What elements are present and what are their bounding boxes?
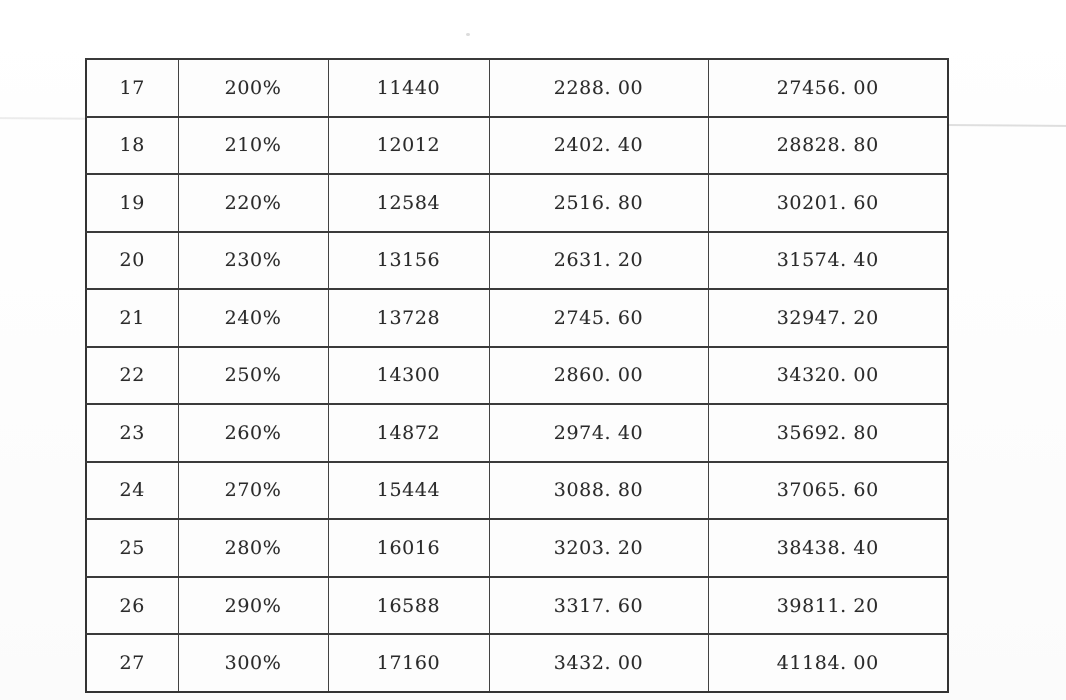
table-cell: 20 xyxy=(85,230,179,290)
table-cell: 41184. 00 xyxy=(707,633,949,693)
table-cell: 23 xyxy=(85,403,179,463)
table-cell: 27456. 00 xyxy=(707,58,949,118)
table-row: 23 260% 14872 2974. 40 35692. 80 xyxy=(85,403,949,463)
table-cell: 2402. 40 xyxy=(488,115,709,175)
table-cell: 28828. 80 xyxy=(707,115,949,175)
table-cell: 14300 xyxy=(327,345,490,405)
table-cell: 210% xyxy=(177,115,329,175)
table-cell: 32947. 20 xyxy=(707,288,949,348)
table-row: 27 300% 17160 3432. 00 41184. 00 xyxy=(85,633,949,693)
table-cell: 11440 xyxy=(327,58,490,118)
table-cell: 26 xyxy=(85,575,179,635)
table-cell: 300% xyxy=(177,633,329,693)
table-cell: 220% xyxy=(177,173,329,233)
table-cell: 3317. 60 xyxy=(488,575,709,635)
table-row: 20 230% 13156 2631. 20 31574. 40 xyxy=(85,230,949,290)
table-cell: 240% xyxy=(177,288,329,348)
table-cell: 230% xyxy=(177,230,329,290)
table-cell: 250% xyxy=(177,345,329,405)
table-cell: 2516. 80 xyxy=(488,173,709,233)
table-cell: 22 xyxy=(85,345,179,405)
table-cell: 2860. 00 xyxy=(488,345,709,405)
table-cell: 15444 xyxy=(327,460,490,520)
table-cell: 37065. 60 xyxy=(707,460,949,520)
table-cell: 13156 xyxy=(327,230,490,290)
table-cell: 16016 xyxy=(327,518,490,578)
table-cell: 19 xyxy=(85,173,179,233)
table-cell: 2974. 40 xyxy=(488,403,709,463)
table-row: 19 220% 12584 2516. 80 30201. 60 xyxy=(85,173,949,233)
table-row: 25 280% 16016 3203. 20 38438. 40 xyxy=(85,518,949,578)
table-cell: 3088. 80 xyxy=(488,460,709,520)
table-row: 17 200% 11440 2288. 00 27456. 00 xyxy=(85,58,949,118)
table-row: 22 250% 14300 2860. 00 34320. 00 xyxy=(85,345,949,405)
table-cell: 260% xyxy=(177,403,329,463)
table-cell: 3203. 20 xyxy=(488,518,709,578)
table-cell: 2745. 60 xyxy=(488,288,709,348)
table-cell: 38438. 40 xyxy=(707,518,949,578)
table-cell: 18 xyxy=(85,115,179,175)
table-cell: 12584 xyxy=(327,173,490,233)
table-cell: 16588 xyxy=(327,575,490,635)
table-cell: 290% xyxy=(177,575,329,635)
table-cell: 14872 xyxy=(327,403,490,463)
table-cell: 27 xyxy=(85,633,179,693)
table-cell: 2288. 00 xyxy=(488,58,709,118)
table-cell: 24 xyxy=(85,460,179,520)
table-cell: 39811. 20 xyxy=(707,575,949,635)
table-cell: 21 xyxy=(85,288,179,348)
table-cell: 280% xyxy=(177,518,329,578)
table-cell: 34320. 00 xyxy=(707,345,949,405)
table-cell: 12012 xyxy=(327,115,490,175)
table-cell: 31574. 40 xyxy=(707,230,949,290)
data-table: 17 200% 11440 2288. 00 27456. 00 18 210% 12012 2… xyxy=(85,58,949,693)
table-cell: 17 xyxy=(85,58,179,118)
table-cell: 35692. 80 xyxy=(707,403,949,463)
table-cell: 2631. 20 xyxy=(488,230,709,290)
table-row: 21 240% 13728 2745. 60 32947. 20 xyxy=(85,288,949,348)
table-body: 17 200% 11440 2288. 00 27456. 00 18 210% 12012 2… xyxy=(85,58,949,693)
table-cell: 200% xyxy=(177,58,329,118)
table-cell: 270% xyxy=(177,460,329,520)
table-row: 24 270% 15444 3088. 80 37065. 60 xyxy=(85,460,949,520)
scan-speck xyxy=(466,33,470,36)
table-cell: 13728 xyxy=(327,288,490,348)
table-row: 18 210% 12012 2402. 40 28828. 80 xyxy=(85,115,949,175)
table-row: 26 290% 16588 3317. 60 39811. 20 xyxy=(85,575,949,635)
table-cell: 30201. 60 xyxy=(707,173,949,233)
table-cell: 17160 xyxy=(327,633,490,693)
table-cell: 3432. 00 xyxy=(488,633,709,693)
table-cell: 25 xyxy=(85,518,179,578)
